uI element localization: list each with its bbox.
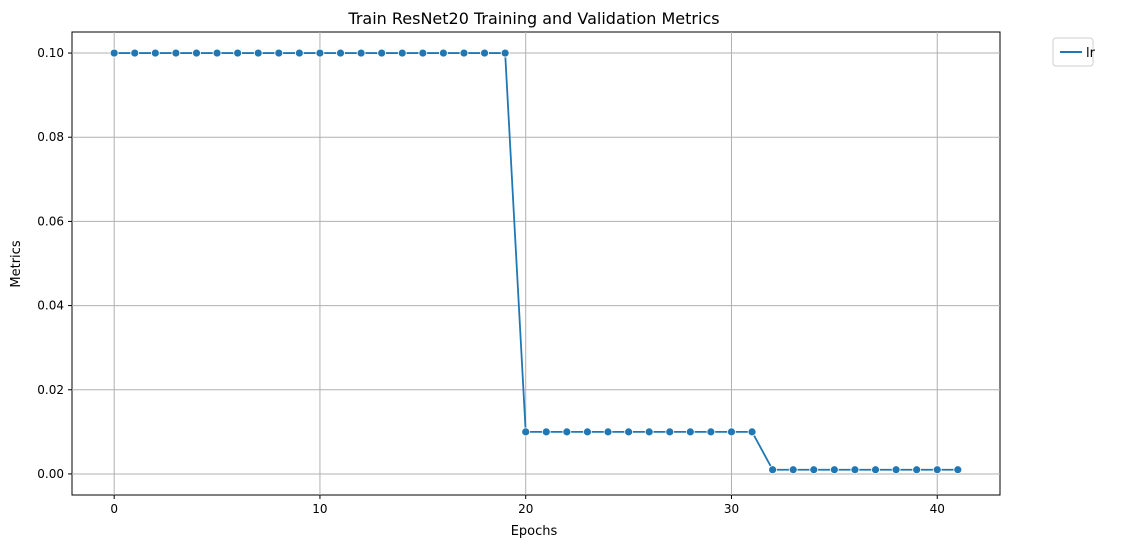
y-tick-label-0.04: 0.04	[37, 299, 64, 313]
data-point-lr-19	[500, 48, 510, 58]
x-axis-label: Epochs	[511, 524, 558, 539]
data-point-lr-41	[953, 465, 963, 475]
plot-frame	[71, 31, 1001, 496]
data-point-lr-24	[603, 427, 613, 437]
tick-layer: 0 10 20 30 40 0.00 0.02 0.04 0.06 0.08 0.10	[37, 46, 945, 516]
data-point-lr-32	[768, 465, 778, 475]
data-point-lr-10	[315, 48, 325, 58]
data-point-lr-35	[829, 465, 839, 475]
data-point-lr-28	[685, 427, 695, 437]
data-point-lr-22	[562, 427, 572, 437]
data-point-lr-9	[294, 48, 304, 58]
data-point-lr-27	[665, 427, 675, 437]
data-point-lr-14	[397, 48, 407, 58]
data-point-lr-31	[747, 427, 757, 437]
data-point-lr-23	[583, 427, 592, 437]
legend-label-lr: lr	[1086, 46, 1096, 61]
data-point-lr-11	[336, 48, 345, 58]
data-point-lr-4	[192, 48, 201, 58]
y-axis-label: Metrics	[9, 240, 24, 287]
grid-layer	[72, 32, 1000, 495]
series-layer	[109, 48, 963, 475]
data-point-lr-0	[109, 48, 119, 58]
data-point-lr-18	[480, 48, 489, 58]
data-point-lr-3	[171, 48, 181, 58]
data-point-lr-2	[150, 48, 160, 58]
data-point-lr-20	[521, 427, 531, 437]
data-point-lr-37	[871, 465, 880, 475]
data-point-lr-5	[212, 48, 222, 58]
legend: lr	[1052, 37, 1096, 67]
data-point-lr-34	[809, 465, 819, 475]
x-tick-label-10: 10	[312, 502, 327, 516]
y-tick-label-0.10: 0.10	[37, 46, 64, 60]
data-point-lr-40	[932, 465, 942, 475]
data-point-lr-33	[788, 465, 798, 475]
data-point-lr-30	[727, 427, 736, 437]
data-point-lr-38	[891, 465, 901, 475]
y-tick-label-0.00: 0.00	[37, 467, 64, 481]
y-tick-label-0.08: 0.08	[37, 130, 64, 144]
data-point-lr-8	[274, 48, 284, 58]
data-point-lr-12	[356, 48, 366, 58]
data-point-lr-13	[377, 48, 387, 58]
y-tick-label-0.06: 0.06	[37, 214, 64, 228]
data-point-lr-39	[912, 465, 922, 475]
data-point-lr-25	[624, 427, 633, 437]
data-point-lr-29	[706, 427, 716, 437]
x-tick-label-20: 20	[518, 502, 533, 516]
data-point-lr-36	[850, 465, 860, 475]
data-point-lr-7	[253, 48, 263, 58]
chart-title: Train ResNet20 Training and Validation M…	[347, 9, 719, 28]
x-tick-label-0: 0	[110, 502, 118, 516]
data-point-lr-26	[644, 427, 654, 437]
data-point-lr-1	[130, 48, 140, 58]
x-tick-label-30: 30	[724, 502, 739, 516]
data-point-lr-6	[233, 48, 243, 58]
y-tick-label-0.02: 0.02	[37, 383, 64, 397]
data-point-lr-15	[418, 48, 428, 58]
x-tick-label-40: 40	[930, 502, 945, 516]
data-point-lr-21	[541, 427, 551, 437]
data-point-lr-17	[459, 48, 469, 58]
data-point-lr-16	[439, 48, 448, 58]
